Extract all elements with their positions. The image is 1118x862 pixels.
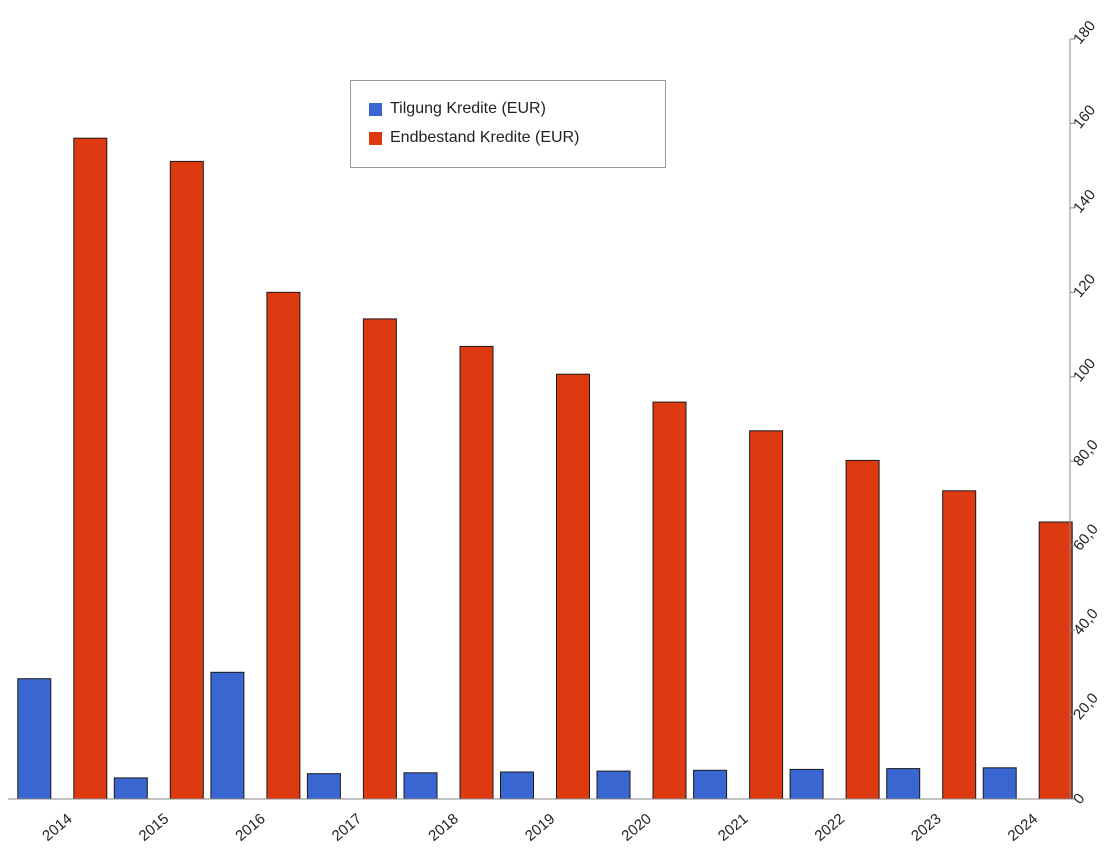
x-tick-labels: 2014 2015 2016 2017 2018 2019 2020 2021 2022 2023… bbox=[39, 810, 1041, 844]
y-tick-label-5: 100 bbox=[1070, 355, 1099, 385]
y-tick-label-8: 160 bbox=[1070, 102, 1099, 132]
bar-endbestand-2023 bbox=[942, 490, 977, 800]
bar-endbestand-2022 bbox=[845, 459, 880, 800]
legend-swatch-tilgung bbox=[369, 102, 382, 116]
bar-endbestand-2015 bbox=[169, 160, 204, 800]
x-tick-label-2016: 2016 bbox=[232, 810, 268, 844]
bar-tilgung-2019 bbox=[500, 771, 534, 800]
bar-tilgung-2021 bbox=[693, 769, 728, 800]
bar-tilgung-2018 bbox=[403, 772, 438, 800]
bar-endbestand-2020 bbox=[652, 401, 687, 800]
x-tick-label-2022: 2022 bbox=[811, 810, 847, 844]
legend: Tilgung Kredite (EUR) Endbestand Kredite… bbox=[350, 80, 666, 168]
x-tick-label-2018: 2018 bbox=[425, 810, 461, 844]
bar-endbestand-2018 bbox=[459, 345, 494, 800]
y-tick-labels: 0 20,0 40,0 60,0 80,0 100 120 140 160 180 bbox=[1070, 17, 1102, 808]
legend-item-tilgung: Tilgung Kredite (EUR) bbox=[369, 100, 546, 118]
x-tick-label-2021: 2021 bbox=[715, 810, 751, 844]
bar-tilgung-2022 bbox=[789, 768, 824, 800]
y-tick-label-4: 80,0 bbox=[1070, 436, 1102, 469]
y-tick-label-6: 120 bbox=[1070, 271, 1099, 301]
y-tick-label-9: 180 bbox=[1070, 17, 1099, 47]
x-tick-label-2019: 2019 bbox=[522, 810, 558, 844]
bar-endbestand-2014 bbox=[73, 137, 108, 800]
bar-tilgung-2023 bbox=[886, 768, 921, 800]
x-tick-label-2020: 2020 bbox=[618, 810, 654, 844]
x-tick-label-2023: 2023 bbox=[908, 810, 944, 844]
bar-endbestand-2019 bbox=[556, 373, 590, 800]
bar-tilgung-2017 bbox=[306, 773, 341, 800]
bar-tilgung-2015 bbox=[113, 777, 148, 800]
bar-endbestand-2021 bbox=[749, 430, 784, 800]
y-tick-label-2: 40,0 bbox=[1070, 605, 1102, 638]
bar-tilgung-2016 bbox=[210, 671, 245, 800]
bar-tilgung-2020 bbox=[596, 770, 631, 800]
bar-endbestand-2017 bbox=[362, 318, 397, 800]
x-tick-label-2015: 2015 bbox=[136, 810, 172, 844]
legend-swatch-endbestand bbox=[369, 131, 382, 145]
bar-endbestand-2024 bbox=[1038, 521, 1073, 800]
legend-item-endbestand: Endbestand Kredite (EUR) bbox=[369, 129, 579, 147]
x-tick-label-2024: 2024 bbox=[1005, 810, 1041, 844]
legend-label-tilgung: Tilgung Kredite (EUR) bbox=[390, 100, 546, 117]
bar-tilgung-2024 bbox=[982, 767, 1017, 800]
x-tick-label-2014: 2014 bbox=[39, 810, 75, 844]
y-tick-label-1: 20,0 bbox=[1070, 690, 1102, 723]
x-tick-label-2017: 2017 bbox=[329, 810, 365, 844]
y-tick-label-3: 60,0 bbox=[1070, 521, 1102, 554]
bars-layer bbox=[17, 137, 1073, 800]
y-tick-label-7: 140 bbox=[1070, 186, 1099, 216]
legend-label-endbestand: Endbestand Kredite (EUR) bbox=[390, 129, 580, 146]
y-tick-label-0: 0 bbox=[1070, 790, 1088, 807]
bar-endbestand-2016 bbox=[266, 291, 301, 800]
bar-tilgung-2014 bbox=[17, 678, 52, 800]
